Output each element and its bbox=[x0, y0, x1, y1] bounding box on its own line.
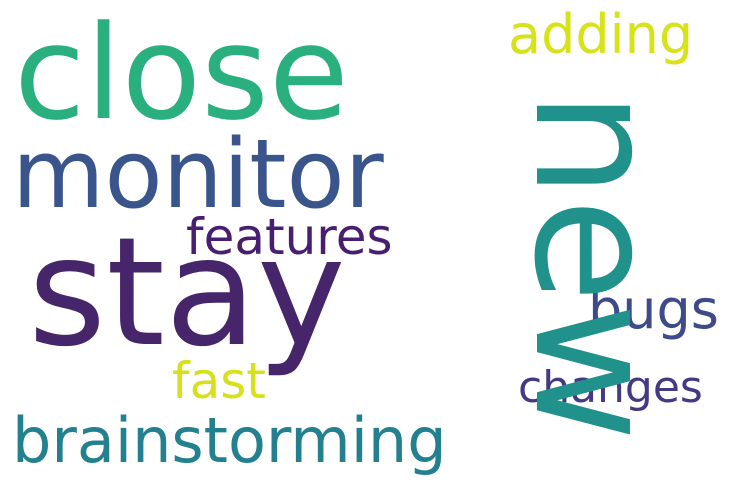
word-bugs: bugs bbox=[588, 278, 719, 341]
word-new: new bbox=[496, 90, 694, 442]
word-features: features bbox=[186, 208, 393, 266]
word-changes: changes bbox=[518, 362, 703, 413]
word-brainstorming: brainstorming bbox=[12, 404, 447, 477]
word-monitor: monitor bbox=[12, 120, 384, 230]
word-fast: fast bbox=[172, 352, 266, 410]
word-stay: stay bbox=[28, 206, 346, 380]
word-close: close bbox=[14, 0, 349, 149]
word-adding: adding bbox=[508, 3, 694, 66]
